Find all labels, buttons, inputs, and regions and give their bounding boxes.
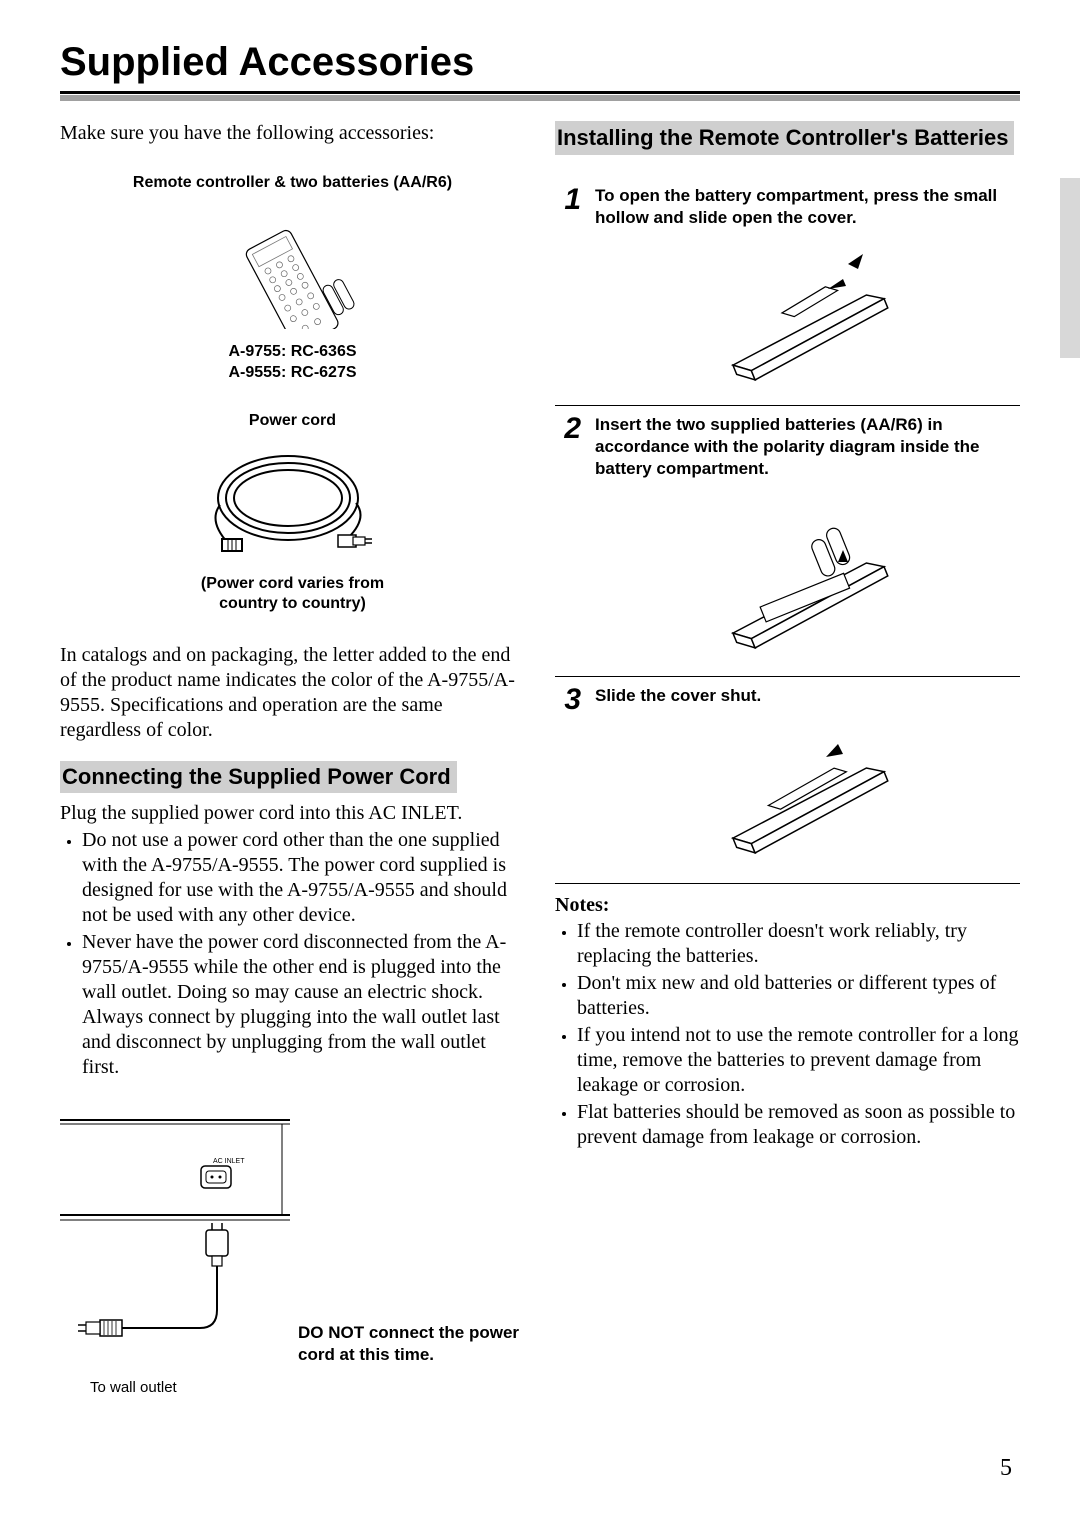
remote-caption: Remote controller & two batteries (AA/R6… (60, 174, 525, 192)
note-item: Flat batteries should be removed as soon… (577, 1100, 1020, 1150)
powercord-illustration (193, 438, 393, 568)
step-illustration (693, 239, 923, 389)
left-section-heading: Connecting the Supplied Power Cord (60, 761, 457, 793)
step-item: 2 Insert the two supplied batteries (AA/… (555, 405, 1020, 676)
content-columns: Make sure you have the following accesso… (60, 121, 1020, 1396)
note-item: If you intend not to use the remote cont… (577, 1023, 1020, 1098)
note-item: Don't mix new and old batteries or diffe… (577, 971, 1020, 1021)
catalog-note: In catalogs and on packaging, the letter… (60, 643, 525, 743)
intro-text: Make sure you have the following accesso… (60, 121, 525, 146)
step-illustration (693, 490, 923, 660)
step-number: 1 (555, 185, 581, 389)
right-section-heading: Installing the Remote Controller's Batte… (555, 121, 1014, 155)
bullet-item: Never have the power cord disconnected f… (82, 930, 525, 1080)
steps-list: 1 To open the battery compartment, press… (555, 177, 1020, 885)
inlet-diagram: AC INLET (60, 1110, 525, 1396)
steps-divider (555, 883, 1020, 884)
powercord-note: (Power cord varies from country to count… (183, 574, 403, 616)
step-illustration (693, 717, 923, 867)
note-item: If the remote controller doesn't work re… (577, 919, 1020, 969)
bullet-item: Do not use a power cord other than the o… (82, 828, 525, 928)
step-title: To open the battery compartment, press t… (595, 185, 1020, 229)
page-number: 5 (1000, 1455, 1012, 1482)
powercord-caption: Power cord (60, 412, 525, 430)
plug-text: Plug the supplied power cord into this A… (60, 801, 525, 826)
page-title: Supplied Accessories (60, 40, 1020, 91)
notes-bullets: If the remote controller doesn't work re… (577, 919, 1020, 1150)
side-tab (1060, 178, 1080, 358)
to-wall-label: To wall outlet (90, 1379, 290, 1396)
right-column: Installing the Remote Controller's Batte… (555, 121, 1020, 1396)
model-line-b: A-9555: RC-627S (60, 363, 525, 384)
do-not-connect-warning: DO NOT connect the power cord at this ti… (290, 1322, 525, 1396)
svg-text:AC INLET: AC INLET (213, 1158, 245, 1165)
step-title: Insert the two supplied batteries (AA/R6… (595, 414, 1020, 480)
title-rule-dark (60, 91, 1020, 94)
step-title: Slide the cover shut. (595, 685, 1020, 707)
notes-heading: Notes: (555, 894, 1020, 917)
step-number: 2 (555, 414, 581, 660)
remote-illustration (203, 204, 383, 334)
step-item: 3 Slide the cover shut. (555, 676, 1020, 883)
step-number: 3 (555, 685, 581, 867)
model-line-a: A-9755: RC-636S (60, 342, 525, 363)
left-column: Make sure you have the following accesso… (60, 121, 525, 1396)
powercord-bullets: Do not use a power cord other than the o… (82, 828, 525, 1080)
title-rule-light (60, 95, 1020, 101)
step-item: 1 To open the battery compartment, press… (555, 177, 1020, 405)
